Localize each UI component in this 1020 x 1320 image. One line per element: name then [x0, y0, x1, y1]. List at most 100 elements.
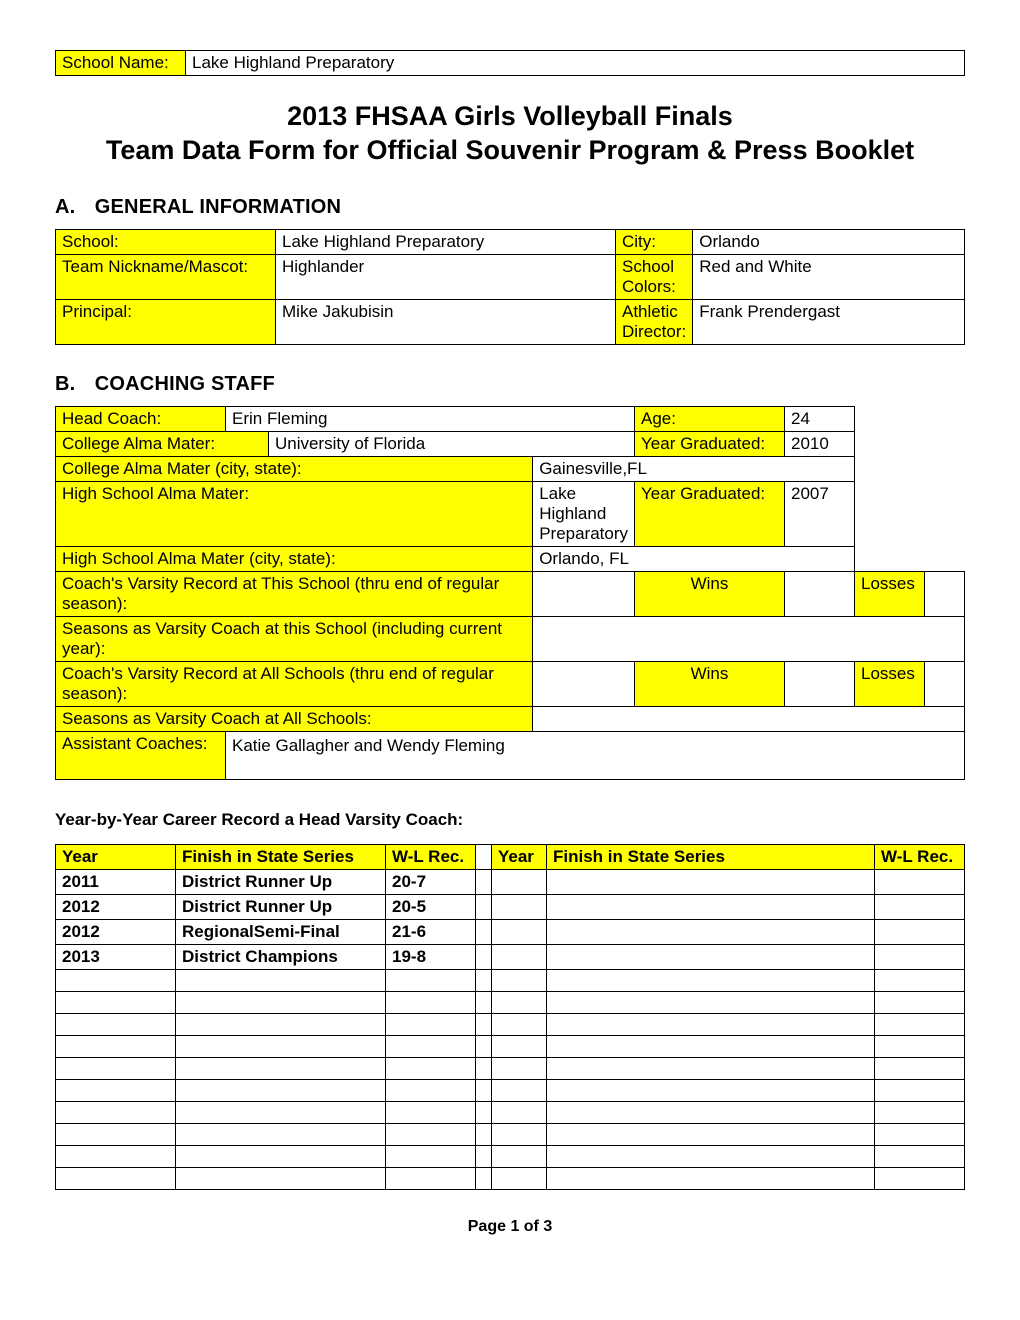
principal-label: Principal: — [56, 299, 276, 344]
career-row — [56, 1035, 965, 1057]
rec-this-blank — [533, 571, 635, 616]
career-row: 2013District Champions19-8 — [56, 944, 965, 969]
career-row — [56, 1057, 965, 1079]
career-cell — [476, 944, 492, 969]
head-coach-value: Erin Fleming — [226, 406, 635, 431]
career-cell — [875, 944, 965, 969]
career-cell — [492, 919, 547, 944]
career-cell — [547, 1013, 875, 1035]
coaching-staff-table: Head Coach: Erin Fleming Age: 24 College… — [55, 406, 965, 780]
rec-this-label: Coach's Varsity Record at This School (t… — [56, 571, 533, 616]
career-cell — [547, 869, 875, 894]
career-cell — [476, 894, 492, 919]
ad-value: Frank Prendergast — [693, 299, 965, 344]
career-row — [56, 1013, 965, 1035]
career-cell — [547, 1145, 875, 1167]
seasons-all-label: Seasons as Varsity Coach at All Schools: — [56, 706, 533, 731]
title-block: 2013 FHSAA Girls Volleyball Finals Team … — [55, 100, 965, 168]
section-b-letter: B. — [55, 373, 89, 396]
career-cell — [476, 969, 492, 991]
career-cell — [547, 969, 875, 991]
career-cell — [386, 1145, 476, 1167]
school-value: Lake Highland Preparatory — [276, 229, 616, 254]
career-cell — [176, 1057, 386, 1079]
ad-label: Athletic Director: — [616, 299, 693, 344]
city-label: City: — [616, 229, 693, 254]
college-city-label: College Alma Mater (city, state): — [56, 456, 533, 481]
career-cell: 2011 — [56, 869, 176, 894]
career-cell — [492, 1145, 547, 1167]
career-cell — [176, 991, 386, 1013]
career-cell — [56, 1013, 176, 1035]
rec-all-losses: Losses — [855, 661, 925, 706]
hs-value: Lake Highland Preparatory — [533, 481, 635, 546]
career-cell — [56, 1145, 176, 1167]
asst-value: Katie Gallagher and Wendy Fleming — [226, 731, 965, 779]
career-cell — [875, 919, 965, 944]
career-row: 2011District Runner Up20-7 — [56, 869, 965, 894]
seasons-this-value — [533, 616, 965, 661]
career-cell — [176, 1101, 386, 1123]
career-cell: 20-7 — [386, 869, 476, 894]
college-value: University of Florida — [268, 431, 634, 456]
title-line-1: 2013 FHSAA Girls Volleyball Finals — [55, 100, 965, 134]
section-a-heading: A. GENERAL INFORMATION — [55, 196, 965, 219]
career-cell — [492, 1079, 547, 1101]
school-name-bar: School Name: Lake Highland Preparatory — [55, 50, 965, 76]
career-cell — [386, 1035, 476, 1057]
career-cell — [492, 991, 547, 1013]
rec-all-losses-blank — [925, 661, 965, 706]
col-rec-left: W-L Rec. — [386, 844, 476, 869]
college-grad-label: Year Graduated: — [635, 431, 785, 456]
principal-value: Mike Jakubisin — [276, 299, 616, 344]
career-heading: Year-by-Year Career Record a Head Varsit… — [55, 810, 965, 830]
career-cell — [875, 1145, 965, 1167]
school-name-value: Lake Highland Preparatory — [186, 51, 965, 76]
seasons-this-label: Seasons as Varsity Coach at this School … — [56, 616, 533, 661]
career-cell — [476, 1123, 492, 1145]
hs-grad-label: Year Graduated: — [635, 481, 785, 546]
career-cell — [875, 894, 965, 919]
career-cell — [176, 969, 386, 991]
career-cell — [176, 1079, 386, 1101]
career-row — [56, 969, 965, 991]
career-cell — [176, 1123, 386, 1145]
section-b-heading: B. COACHING STAFF — [55, 373, 965, 396]
colors-value: Red and White — [693, 254, 965, 299]
career-cell — [875, 1167, 965, 1189]
career-cell — [492, 1101, 547, 1123]
rec-all-wins-blank — [785, 661, 855, 706]
career-cell — [56, 1101, 176, 1123]
career-cell — [547, 1123, 875, 1145]
career-cell — [547, 991, 875, 1013]
career-cell — [547, 1167, 875, 1189]
career-cell — [386, 991, 476, 1013]
career-cell: 2012 — [56, 919, 176, 944]
career-cell: District Runner Up — [176, 894, 386, 919]
col-rec-right: W-L Rec. — [875, 844, 965, 869]
career-row — [56, 991, 965, 1013]
col-finish-right: Finish in State Series — [547, 844, 875, 869]
career-cell — [492, 1035, 547, 1057]
rec-all-wins: Wins — [635, 661, 785, 706]
hs-label: High School Alma Mater: — [56, 481, 533, 546]
career-cell — [476, 919, 492, 944]
career-cell — [476, 1035, 492, 1057]
career-cell — [176, 1145, 386, 1167]
career-cell — [176, 1013, 386, 1035]
hs-city-value: Orlando, FL — [533, 546, 855, 571]
career-row: 2012RegionalSemi-Final21-6 — [56, 919, 965, 944]
career-cell — [476, 1101, 492, 1123]
hs-grad-value: 2007 — [785, 481, 855, 546]
career-row — [56, 1101, 965, 1123]
career-cell — [386, 1013, 476, 1035]
career-cell — [547, 919, 875, 944]
career-cell — [492, 944, 547, 969]
career-cell — [875, 1101, 965, 1123]
career-cell — [386, 1167, 476, 1189]
career-cell: 21-6 — [386, 919, 476, 944]
career-cell: District Champions — [176, 944, 386, 969]
career-row — [56, 1145, 965, 1167]
career-cell: District Runner Up — [176, 869, 386, 894]
career-cell — [386, 1079, 476, 1101]
